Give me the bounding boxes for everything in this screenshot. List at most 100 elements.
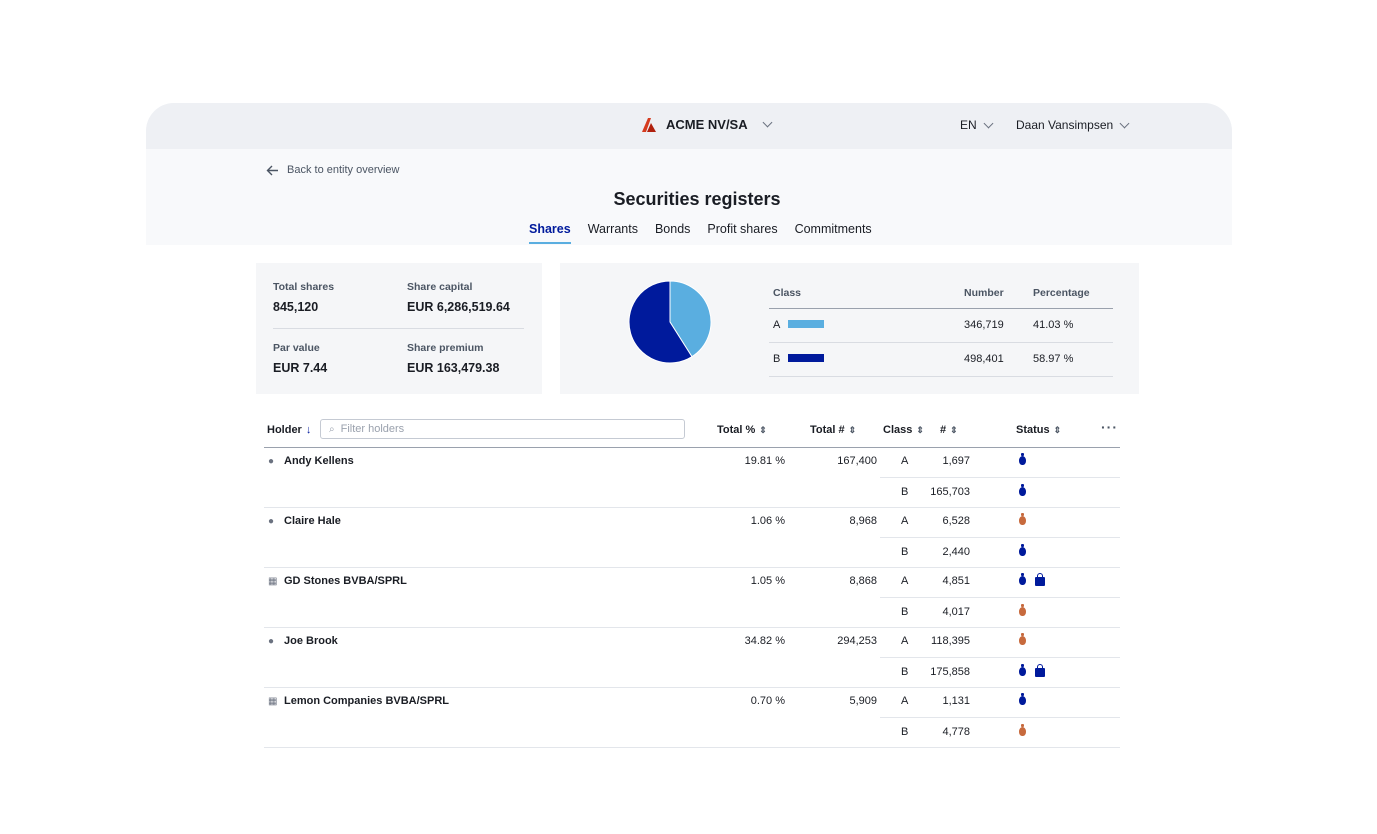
par-value-value: EUR 7.44 [273, 361, 328, 375]
chevron-down-icon [1119, 118, 1130, 128]
class-line: A 1,697 [880, 447, 1120, 477]
line-count: 1,131 [942, 695, 970, 707]
user-name: Daan Vansimpsen [1016, 118, 1114, 132]
back-link[interactable]: Back to entity overview [266, 164, 400, 176]
sort-icon: ⇕ [916, 424, 924, 435]
header-frame: ACME NV/SA EN Daan Vansimpsen Back to en… [146, 103, 1232, 245]
table-row[interactable]: ▦ Lemon Companies BVBA/SPRL 0.70 % 5,909 A 1,… [264, 687, 1120, 748]
sort-icon: ⇕ [1053, 424, 1062, 435]
sort-icon: ⇕ [950, 424, 958, 435]
holder-name[interactable]: Andy Kellens [284, 455, 354, 467]
line-class: A [901, 695, 909, 707]
status-header-label: Status [1016, 424, 1050, 436]
class-a-swatch [788, 320, 824, 328]
line-class: B [901, 546, 909, 558]
holder-total-pct: 1.05 % [750, 575, 785, 587]
money-bag-icon [1019, 604, 1026, 616]
tab-shares[interactable]: Shares [529, 222, 571, 244]
total-pct-column-header[interactable]: Total % ⇕ [717, 424, 767, 436]
money-bag-icon [1019, 453, 1026, 465]
more-options-icon[interactable]: ··· [1101, 419, 1118, 435]
person-icon: ● [268, 516, 275, 527]
class-percentage: 58.97 % [1033, 353, 1074, 365]
class-number: 498,401 [964, 353, 1004, 365]
total-shares-label: Total shares [273, 281, 335, 293]
holder-total-num: 167,400 [837, 455, 877, 467]
class-percentage: 41.03 % [1033, 319, 1074, 331]
line-class: A [901, 455, 909, 467]
line-count: 4,017 [942, 606, 970, 618]
class-table-bottom-border [769, 376, 1113, 378]
tab-profit-shares[interactable]: Profit shares [707, 222, 778, 236]
line-class: B [901, 606, 909, 618]
line-count: 4,778 [942, 726, 970, 738]
arrow-down-icon: ↓ [305, 424, 312, 436]
acme-logo-icon [642, 118, 656, 132]
class-distribution-card: Class Number Percentage A 346,719 41.03 … [560, 263, 1139, 394]
class-column-header[interactable]: Class ⇕ [883, 424, 924, 436]
class-b-swatch [788, 354, 824, 362]
tab-commitments[interactable]: Commitments [794, 222, 872, 236]
line-count: 175,858 [930, 666, 970, 678]
language-selector[interactable]: EN [960, 118, 994, 132]
filter-holders-input[interactable]: ⌕ Filter holders [320, 419, 685, 439]
total-pct-header-label: Total % [717, 424, 756, 436]
tab-warrants[interactable]: Warrants [587, 222, 638, 236]
summary-divider [273, 328, 524, 329]
share-capital-label: Share capital [407, 281, 473, 293]
money-bag-icon [1019, 724, 1026, 736]
line-count: 1,697 [942, 455, 970, 467]
holder-name[interactable]: GD Stones BVBA/SPRL [284, 575, 407, 587]
total-num-column-header[interactable]: Total # ⇕ [810, 424, 856, 436]
sort-icon: ⇕ [759, 424, 767, 435]
arrow-left-icon [266, 165, 278, 175]
class-line: A 6,528 [880, 507, 1120, 537]
money-bag-icon [1019, 633, 1026, 645]
money-bag-icon [1019, 484, 1026, 496]
summary-card: Total shares 845,120 Share capital EUR 6… [256, 263, 542, 394]
money-bag-icon [1019, 513, 1026, 525]
person-icon: ● [268, 456, 275, 467]
holder-total-num: 8,968 [849, 515, 877, 527]
class-row: A 346,719 41.03 % [769, 308, 1113, 343]
holder-name[interactable]: Joe Brook [284, 635, 338, 647]
class-letter: A [773, 319, 781, 331]
share-premium-value: EUR 163,479.38 [407, 361, 500, 375]
money-bag-icon [1019, 664, 1026, 676]
percentage-header: Percentage [1033, 287, 1090, 299]
line-class: B [901, 666, 909, 678]
company-name: ACME NV/SA [666, 117, 748, 132]
table-row[interactable]: ● Joe Brook 34.82 % 294,253 A 118,395 B 175,858 [264, 627, 1120, 688]
total-num-header-label: Total # [810, 424, 845, 436]
user-menu[interactable]: Daan Vansimpsen [1016, 118, 1130, 132]
tab-bonds[interactable]: Bonds [654, 222, 691, 236]
holder-total-pct: 34.82 % [744, 635, 785, 647]
class-line: A 118,395 [880, 627, 1120, 657]
holder-total-num: 294,253 [837, 635, 877, 647]
line-status [1019, 664, 1045, 677]
holders-table-header: Holder ↓ ⌕ Filter holders Total % ⇕ Tota… [264, 417, 1120, 448]
holder-name[interactable]: Lemon Companies BVBA/SPRL [284, 695, 450, 707]
status-column-header[interactable]: Status ⇕ [1016, 424, 1061, 436]
line-status [1019, 604, 1026, 616]
share-premium-label: Share premium [407, 342, 484, 354]
line-class: B [901, 486, 909, 498]
line-status [1019, 453, 1026, 465]
line-status [1019, 693, 1026, 705]
line-count: 165,703 [930, 486, 970, 498]
money-bag-icon [1019, 573, 1026, 585]
table-row[interactable]: ● Claire Hale 1.06 % 8,968 A 6,528 B 2,440 [264, 507, 1120, 568]
class-line: B 2,440 [880, 537, 1120, 568]
back-link-label: Back to entity overview [287, 164, 400, 176]
holder-column-header[interactable]: Holder ↓ [267, 424, 311, 436]
holder-name[interactable]: Claire Hale [284, 515, 341, 527]
line-status [1019, 484, 1026, 496]
line-class: A [901, 515, 909, 527]
sort-icon: ⇕ [848, 424, 857, 435]
company-selector[interactable]: ACME NV/SA [640, 117, 773, 132]
building-icon: ▦ [268, 576, 278, 587]
table-row[interactable]: ● Andy Kellens 19.81 % 167,400 A 1,697 B 165,70… [264, 447, 1120, 508]
table-row[interactable]: ▦ GD Stones BVBA/SPRL 1.05 % 8,868 A 4,851 B 4,… [264, 567, 1120, 628]
class-header-label: Class [883, 424, 913, 436]
num-column-header[interactable]: # ⇕ [940, 424, 958, 436]
